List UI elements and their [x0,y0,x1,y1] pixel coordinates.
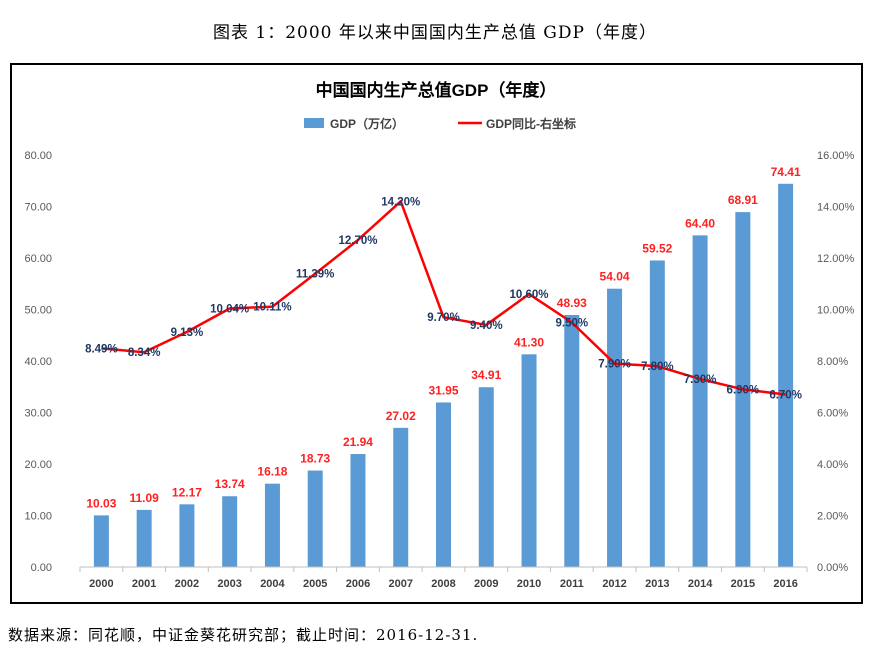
source-note: 数据来源：同花顺，中证金葵花研究部；截止时间：2016-12-31. [8,626,479,644]
gdp-growth-label: 7.30% [684,374,717,386]
gdp-growth-label: 8.34% [128,347,161,359]
gdp-bar [649,260,665,567]
x-tick-label: 2011 [560,578,584,590]
gdp-bar-label: 31.95 [428,383,458,397]
gdp-bar-label: 16.18 [257,465,287,479]
y-right-tick-label: 14.00% [817,202,855,214]
y-right-tick-label: 8.00% [817,356,848,368]
gdp-growth-label: 10.11% [253,302,291,314]
gdp-bar [607,288,623,567]
x-tick-label: 2004 [260,578,285,590]
x-tick-label: 2009 [474,578,498,590]
y-right-tick-label: 2.00% [817,511,848,523]
y-left-tick-label: 0.00 [31,562,52,574]
gdp-bar-label: 18.73 [300,452,330,466]
legend-bar-label: GDP（万亿） [330,116,404,131]
y-left-tick-label: 10.00 [24,511,52,523]
gdp-growth-label: 7.80% [641,361,674,373]
y-left-tick-label: 80.00 [24,150,52,162]
plot-area: 0.00 10.00 20.00 30.00 40.00 50.00 60.00 70.00 8… [24,150,854,590]
y-left-tick-label: 60.00 [24,253,52,265]
x-tick-label: 2012 [602,578,626,590]
gdp-bar-label: 27.02 [386,409,416,423]
gdp-bar-label: 74.41 [771,165,801,179]
x-tick-label: 2000 [89,578,113,590]
gdp-growth-label: 10.04% [210,303,249,315]
gdp-chart: 中国国内生产总值GDP（年度） GDP（万亿） GDP同比-右坐标 0.00 10… [24,80,854,590]
y-right-tick-label: 16.00% [817,150,855,162]
legend-line-label: GDP同比-右坐标 [486,116,576,131]
x-tick-label: 2002 [175,578,199,590]
gdp-bar [436,402,451,567]
gdp-bar [136,509,152,567]
gdp-bar-label: 59.52 [642,241,672,255]
gdp-bar-label: 48.93 [557,296,587,310]
x-tick-label: 2003 [217,578,241,590]
legend: GDP（万亿） GDP同比-右坐标 [304,116,576,131]
gdp-growth-label: 9.13% [171,327,204,339]
gdp-bar [393,427,409,567]
gdp-bar [264,483,280,567]
x-tick-label: 2007 [388,578,412,590]
gdp-growth-line [101,200,786,396]
gdp-growth-label: 11.39% [296,269,334,281]
gdp-bar [179,504,195,567]
gdp-bar [778,183,794,567]
gdp-bar-label: 21.94 [343,435,373,449]
y-right-tick-label: 12.00% [817,253,855,265]
gdp-bar-label: 11.09 [129,491,159,505]
y-right-tick-label: 4.00% [817,459,848,471]
gdp-bar [222,496,238,567]
figure-caption: 图表 1：2000 年以来中国国内生产总值 GDP（年度） [213,23,657,43]
x-tick-label: 2015 [731,578,755,590]
x-tick-label: 2006 [346,578,370,590]
y-left-tick-label: 50.00 [24,305,52,317]
y-left-tick-label: 70.00 [24,202,52,214]
gdp-bar-label: 54.04 [600,270,630,284]
gdp-bar-label: 13.74 [215,477,245,491]
gdp-bar-label: 12.17 [172,485,202,499]
gdp-bar-label: 10.03 [86,496,116,510]
y-left-tick-label: 40.00 [24,356,52,368]
x-tick-label: 2016 [773,578,797,590]
x-tick-label: 2005 [303,578,327,590]
gdp-growth-label: 6.90% [727,384,760,396]
gdp-growth-label: 9.70% [427,312,460,324]
gdp-bar-label: 64.40 [685,216,715,230]
x-tick-label: 2008 [431,578,455,590]
gdp-growth-label: 12.70% [338,235,377,247]
gdp-growth-label: 6.70% [769,389,802,401]
chart-frame: 中国国内生产总值GDP（年度） GDP（万亿） GDP同比-右坐标 0.00 10… [10,63,863,604]
gdp-growth-label: 9.40% [470,320,503,332]
x-tick-label: 2001 [132,578,156,590]
gdp-growth-label: 8.49% [85,343,118,355]
legend-bar-swatch [304,118,324,128]
gdp-bar [350,454,366,567]
x-tick-label: 2010 [517,578,541,590]
x-tick-label: 2013 [645,578,669,590]
gdp-bar-label: 34.91 [471,368,501,382]
gdp-bar [93,515,109,567]
gdp-bar-label: 41.30 [514,335,544,349]
y-left-tick-label: 20.00 [24,459,52,471]
y-left-tick-label: 30.00 [24,408,52,420]
gdp-growth-label: 14.20% [381,196,420,208]
gdp-growth-label: 9.50% [555,317,588,329]
chart-title: 中国国内生产总值GDP（年度） [316,80,557,100]
gdp-bar [692,235,708,567]
y-right-tick-label: 6.00% [817,408,848,420]
gdp-growth-label: 7.90% [598,359,631,371]
y-right-tick-label: 10.00% [817,305,855,317]
gdp-bar [564,315,580,567]
x-tick-label: 2014 [688,578,713,590]
y-right-tick-label: 0.00% [817,562,848,574]
gdp-bar [307,470,323,567]
gdp-bar [478,387,494,567]
gdp-bar-label: 68.91 [728,193,758,207]
gdp-bar [521,354,537,567]
gdp-growth-label: 10.60% [510,289,549,301]
